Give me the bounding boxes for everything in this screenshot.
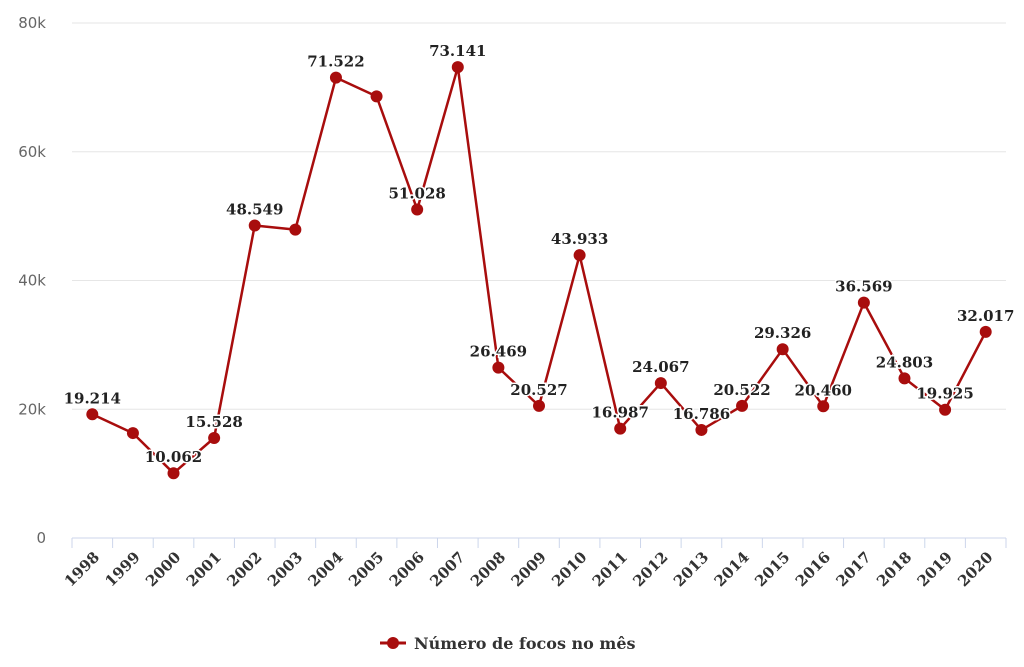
series-line-group — [86, 61, 992, 480]
x-tick-label: 2016 — [792, 548, 834, 590]
x-tick-label: 2007 — [426, 548, 468, 590]
x-tick-label: 2015 — [751, 548, 793, 590]
data-label: 15.528 — [185, 413, 242, 431]
data-label: 16.786 — [673, 405, 730, 423]
x-tick-label: 2020 — [954, 548, 996, 590]
x-axis: 1998199920002001200220032004200520062007… — [61, 537, 1007, 590]
x-tick-label: 2003 — [264, 548, 306, 590]
data-point[interactable] — [573, 249, 586, 262]
data-label: 29.326 — [754, 324, 811, 342]
data-point[interactable] — [451, 61, 464, 74]
data-label: 16.987 — [592, 404, 649, 422]
data-label: 43.933 — [551, 230, 608, 248]
x-tick-label: 2014 — [711, 548, 753, 590]
y-tick-label: 60k — [18, 143, 46, 161]
x-tick-label: 2002 — [223, 548, 265, 590]
x-tick-label: 1999 — [101, 548, 143, 590]
data-point[interactable] — [654, 377, 667, 390]
x-tick-label: 2008 — [467, 548, 509, 590]
y-tick-label: 20k — [18, 400, 46, 418]
x-tick-label: 2017 — [832, 548, 874, 590]
data-label: 32.017 — [957, 307, 1014, 325]
y-axis: 0 20k 40k 60k 80k — [18, 14, 46, 547]
data-point[interactable] — [86, 408, 99, 421]
data-point[interactable] — [411, 203, 424, 216]
data-point[interactable] — [614, 422, 627, 435]
data-point[interactable] — [898, 372, 911, 385]
x-tick-label: 2018 — [873, 548, 915, 590]
x-tick-label: 2005 — [345, 548, 387, 590]
legend[interactable]: Número de focos no mês — [380, 634, 636, 653]
data-label: 71.522 — [307, 53, 364, 71]
data-point[interactable] — [857, 296, 870, 309]
data-label: 26.469 — [470, 343, 527, 361]
x-tick-label: 2019 — [914, 548, 956, 590]
data-point[interactable] — [776, 343, 789, 356]
data-label: 48.549 — [226, 200, 283, 218]
data-point[interactable] — [533, 399, 545, 412]
x-tick-label: 2012 — [629, 548, 671, 590]
y-tick-label: 80k — [18, 14, 46, 32]
x-tick-label: 2011 — [589, 548, 631, 590]
x-tick-label: 2004 — [305, 548, 347, 590]
data-point[interactable] — [289, 223, 302, 236]
data-point[interactable] — [248, 219, 261, 232]
data-label: 19.925 — [916, 385, 973, 403]
data-point[interactable] — [979, 325, 992, 338]
x-tick-label: 2013 — [670, 548, 712, 590]
legend-marker-symbol — [387, 637, 399, 649]
data-point[interactable] — [817, 400, 830, 413]
x-tick-label: 2000 — [142, 548, 184, 590]
data-label: 24.803 — [876, 353, 933, 371]
legend-item-label: Número de focos no mês — [414, 634, 636, 653]
data-point[interactable] — [126, 427, 139, 440]
data-point[interactable] — [208, 432, 221, 445]
data-point[interactable] — [939, 403, 952, 416]
data-label: 36.569 — [835, 278, 892, 296]
data-label: 10.062 — [145, 448, 202, 466]
data-label: 20.460 — [795, 381, 852, 399]
x-tick-label: 2009 — [508, 548, 550, 590]
data-label: 20.522 — [713, 381, 770, 399]
data-label: 20.527 — [510, 381, 567, 399]
x-tick-label: 1998 — [61, 548, 103, 590]
data-label: 19.214 — [64, 389, 121, 407]
grid-lines — [72, 22, 1006, 410]
data-label: 73.141 — [429, 42, 486, 60]
data-point[interactable] — [695, 423, 708, 436]
data-point[interactable] — [329, 71, 342, 84]
x-tick-label: 2006 — [386, 548, 428, 590]
x-tick-label: 2010 — [548, 548, 590, 590]
data-point[interactable] — [736, 399, 749, 412]
data-labels: 19.214 10.062 15.528 48.549 71.522 51.028 73.1… — [62, 41, 1016, 468]
data-point[interactable] — [370, 90, 383, 103]
y-tick-label: 40k — [18, 272, 46, 290]
x-tick-label: 2001 — [183, 548, 225, 590]
data-point[interactable] — [167, 467, 180, 480]
data-label: 24.067 — [632, 358, 689, 376]
y-tick-label: 0 — [36, 529, 46, 547]
data-label: 51.028 — [388, 185, 445, 203]
data-point[interactable] — [492, 361, 505, 374]
